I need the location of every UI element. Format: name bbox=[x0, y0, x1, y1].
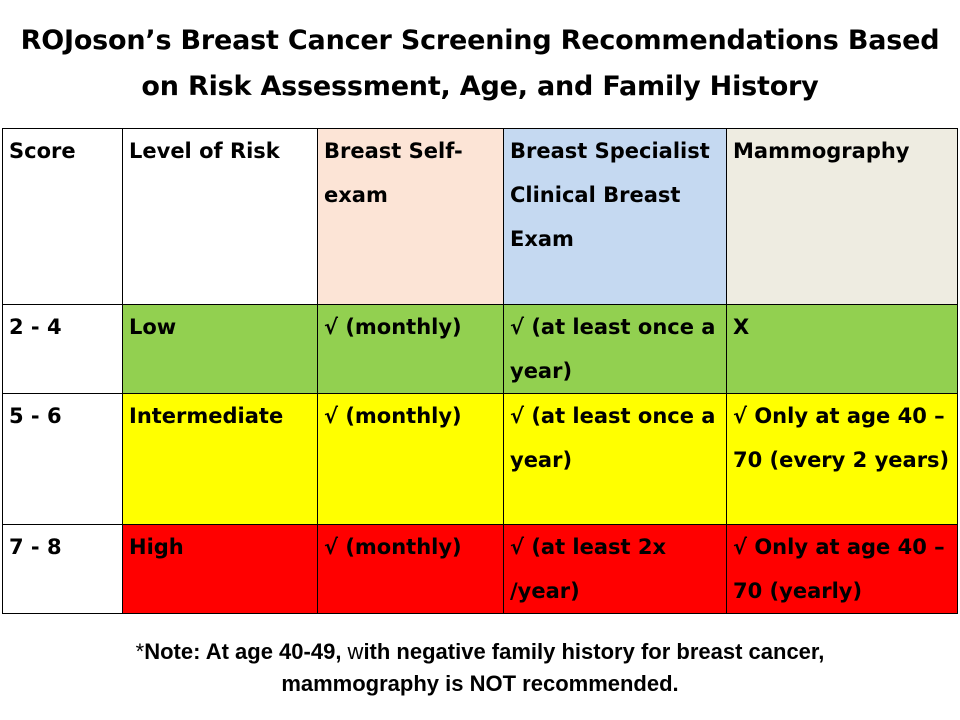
screening-table: Score Level of Risk Breast Self-exam Bre… bbox=[2, 128, 958, 614]
header-mammography: Mammography bbox=[726, 128, 958, 305]
table-row-low: 2 - 4 Low √ (monthly) √ (at least once a… bbox=[2, 304, 958, 394]
table-row-high: 7 - 8 High √ (monthly) √ (at least 2x /y… bbox=[2, 524, 958, 614]
footnote-plain: w bbox=[347, 639, 364, 664]
cell-score: 7 - 8 bbox=[2, 524, 123, 614]
header-score: Score bbox=[2, 128, 123, 305]
footnote-line-1: *Note: At age 40-49, with negative famil… bbox=[0, 636, 960, 668]
cell-risk-level: Low bbox=[122, 304, 318, 394]
table-row-intermediate: 5 - 6 Intermediate √ (monthly) √ (at lea… bbox=[2, 393, 958, 525]
title-line-1: ROJoson’s Breast Cancer Screening Recomm… bbox=[20, 25, 940, 56]
footnote: *Note: At age 40-49, with negative famil… bbox=[0, 636, 960, 700]
cell-self-exam: √ (monthly) bbox=[317, 524, 504, 614]
cell-clinical-exam: √ (at least 2x /year) bbox=[503, 524, 727, 614]
footnote-bold-2: ith negative family history for breast c… bbox=[363, 639, 825, 664]
table-header-row: Score Level of Risk Breast Self-exam Bre… bbox=[2, 128, 958, 305]
cell-mammography: √ Only at age 40 – 70 (yearly) bbox=[726, 524, 958, 614]
header-breast-self-exam: Breast Self-exam bbox=[317, 128, 504, 305]
header-level-of-risk: Level of Risk bbox=[122, 128, 318, 305]
cell-score: 5 - 6 bbox=[2, 393, 123, 525]
cell-mammography: √ Only at age 40 – 70 (every 2 years) bbox=[726, 393, 958, 525]
cell-mammography: X bbox=[726, 304, 958, 394]
cell-self-exam: √ (monthly) bbox=[317, 393, 504, 525]
cell-clinical-exam: √ (at least once a year) bbox=[503, 304, 727, 394]
footnote-line-2: mammography is NOT recommended. bbox=[281, 671, 679, 696]
cell-risk-level: Intermediate bbox=[122, 393, 318, 525]
footnote-asterisk: * bbox=[135, 639, 145, 664]
cell-risk-level: High bbox=[122, 524, 318, 614]
cell-clinical-exam: √ (at least once a year) bbox=[503, 393, 727, 525]
page-title: ROJoson’s Breast Cancer Screening Recomm… bbox=[0, 18, 960, 110]
footnote-bold-1: Note: At age 40-49, bbox=[144, 639, 348, 664]
cell-score: 2 - 4 bbox=[2, 304, 123, 394]
header-clinical-breast-exam: Breast Specialist Clinical Breast Exam bbox=[503, 128, 727, 305]
cell-self-exam: √ (monthly) bbox=[317, 304, 504, 394]
title-line-2: on Risk Assessment, Age, and Family Hist… bbox=[141, 71, 819, 102]
